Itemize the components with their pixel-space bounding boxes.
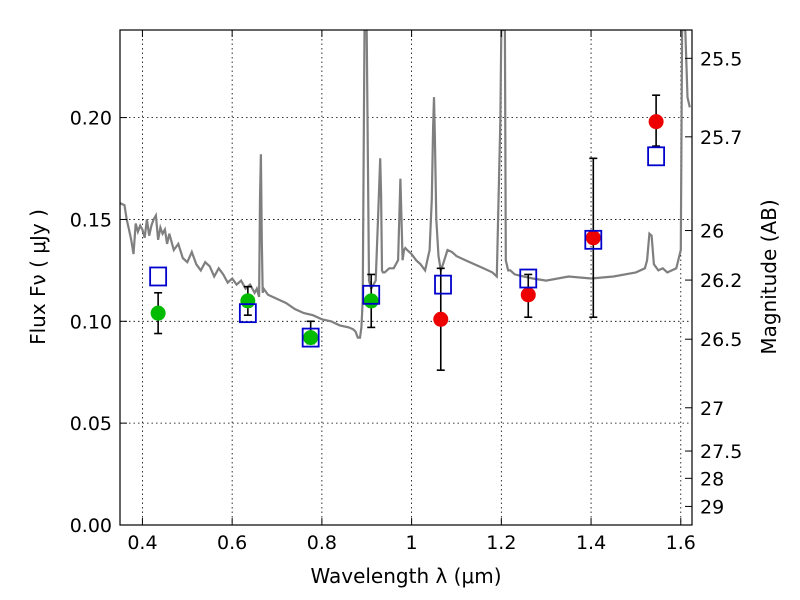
y2-tick-label: 26.5 xyxy=(700,329,742,351)
x-tick-label: 0.4 xyxy=(127,532,157,554)
x-tick-label: 1.4 xyxy=(576,532,606,554)
y2-tick-label: 25.5 xyxy=(700,48,742,70)
y2-tick-label: 28 xyxy=(700,468,724,490)
y2-axis-label: Magnitude (AB) xyxy=(757,199,781,354)
model-photometry-box xyxy=(647,146,666,167)
error-bars xyxy=(154,94,661,371)
y-tick-labels: 0.00 0.05 0.10 0.15 0.20 xyxy=(70,108,112,537)
model-spectrum-line xyxy=(120,30,691,339)
model-photometry-box xyxy=(149,266,168,287)
y2-tick-label: 25.7 xyxy=(700,127,742,149)
x-tick-label: 0.6 xyxy=(217,532,247,554)
y2-tick-label: 29 xyxy=(700,496,724,518)
plot-frame xyxy=(119,29,693,526)
y2-tick-label: 26.2 xyxy=(700,270,742,292)
model-photometry-box xyxy=(434,274,452,295)
optical-point xyxy=(303,330,319,346)
model-photometry-box xyxy=(362,284,381,305)
data-points xyxy=(150,114,664,346)
model-photometry-box xyxy=(238,303,257,324)
model-photometry-box xyxy=(301,327,320,348)
x-tick-label: 0.8 xyxy=(307,532,337,554)
y-axis-label: Flux Fν ( μJy ) xyxy=(26,209,50,345)
y-tick-label: 0.10 xyxy=(70,311,112,333)
y2-tick-label: 27.5 xyxy=(700,441,742,463)
y-tick-label: 0.05 xyxy=(70,413,112,435)
x-tick-label: 1 xyxy=(406,532,418,554)
model-photometry-box xyxy=(519,268,538,289)
nir-point xyxy=(585,230,601,246)
y-tick-label: 0.15 xyxy=(70,209,112,231)
y-tick-label: 0.20 xyxy=(70,108,112,130)
y2-tick-label: 27 xyxy=(700,398,724,420)
model-photometry-box xyxy=(584,229,603,250)
optical-point xyxy=(363,293,379,309)
nir-point xyxy=(520,287,536,303)
y2-tick-labels: 25.5 25.7 26 26.2 26.5 27 27.5 28 29 xyxy=(700,48,742,518)
x-axis-label: Wavelength λ (μm) xyxy=(310,564,501,588)
optical-point xyxy=(240,293,256,309)
optical-point xyxy=(150,305,166,321)
y-tick-label: 0.00 xyxy=(70,515,112,537)
nir-point xyxy=(433,311,449,327)
y2-tick-label: 26 xyxy=(700,221,724,243)
model-photometry-boxes xyxy=(149,146,666,348)
axis-ticks xyxy=(120,30,692,526)
x-tick-label: 1.2 xyxy=(486,532,516,554)
x-tick-label: 1.6 xyxy=(666,532,696,554)
nir-point xyxy=(648,114,664,130)
x-tick-labels: 0.4 0.6 0.8 1 1.2 1.4 1.6 xyxy=(127,532,696,554)
